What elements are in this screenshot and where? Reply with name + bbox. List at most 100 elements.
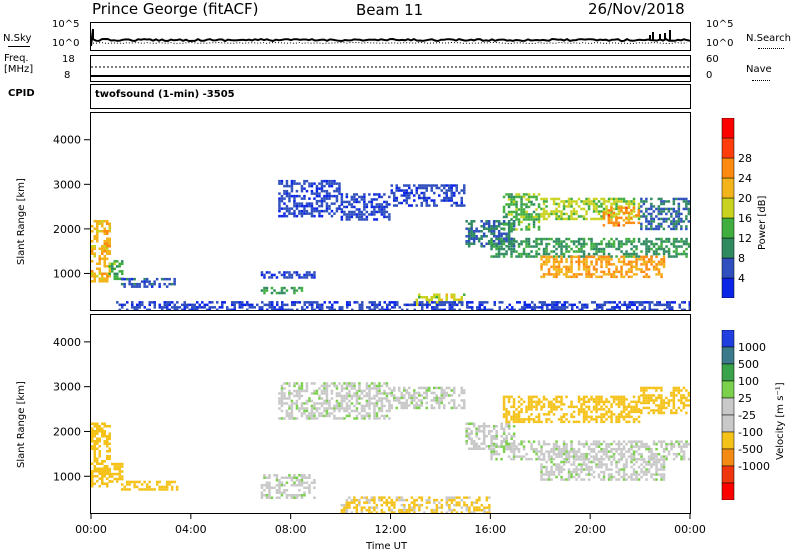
heatmap-cell	[680, 396, 683, 400]
heatmap-cell	[612, 455, 616, 458]
heatmap-cell	[435, 296, 438, 299]
heatmap-cell	[680, 394, 683, 397]
heatmap-cell	[288, 273, 291, 277]
heatmap-cell	[91, 252, 94, 255]
heatmap-cell	[348, 404, 351, 408]
heatmap-cell	[393, 506, 396, 509]
heatmap-cell	[263, 276, 266, 279]
heatmap-cell	[91, 432, 94, 435]
heatmap-cell	[675, 455, 678, 458]
heatmap-cell	[108, 455, 111, 458]
heatmap-cell	[98, 430, 101, 433]
heatmap-cell	[467, 240, 471, 243]
heatmap-cell	[540, 465, 543, 469]
heatmap-cell	[467, 222, 471, 225]
heatmap-cell	[626, 303, 629, 307]
heatmap-cell	[368, 193, 371, 196]
heatmap-cell	[520, 398, 523, 401]
heatmap-cell	[500, 240, 503, 243]
heatmap-cell	[542, 237, 546, 241]
heatmap-cell	[476, 306, 479, 309]
freq-unit: [MHz]	[4, 64, 34, 75]
heatmap-cell	[542, 405, 546, 409]
heatmap-cell	[135, 282, 139, 286]
heatmap-cell	[645, 463, 648, 466]
heatmap-cell	[530, 403, 533, 406]
heatmap-cell	[497, 230, 501, 233]
heatmap-cell	[565, 247, 568, 251]
heatmap-cell	[91, 272, 94, 275]
heatmap-cell	[612, 197, 616, 201]
heatmap-cell	[682, 450, 686, 453]
heatmap-cell	[495, 425, 498, 428]
heatmap-cell	[450, 389, 453, 392]
heatmap-cell	[502, 228, 506, 231]
heatmap-cell	[660, 200, 663, 203]
heatmap-cell	[153, 303, 156, 307]
heatmap-cell	[687, 245, 690, 248]
heatmap-cell	[408, 404, 411, 407]
heatmap-cell	[557, 263, 561, 266]
heatmap-cell	[440, 298, 443, 301]
heatmap-cell	[413, 508, 416, 512]
heatmap-cell	[487, 445, 491, 448]
heatmap-cell	[635, 470, 638, 474]
heatmap-cell	[640, 200, 643, 203]
heatmap-cell	[627, 255, 631, 258]
heatmap-cell	[475, 447, 478, 450]
heatmap-cell	[675, 245, 678, 248]
heatmap-cell	[657, 210, 661, 213]
heatmap-cell	[625, 242, 628, 246]
heatmap-cell	[637, 415, 641, 419]
heatmap-cell	[365, 394, 369, 398]
heatmap-cell	[557, 470, 561, 474]
heatmap-cell	[517, 395, 521, 399]
heatmap-cell	[355, 417, 359, 420]
heatmap-cell	[335, 404, 339, 408]
heatmap-cell	[572, 420, 576, 424]
heatmap-cell	[582, 400, 586, 404]
heatmap-cell	[148, 480, 151, 484]
heatmap-cell	[423, 396, 426, 400]
heatmap-cell	[512, 228, 516, 231]
heatmap-cell	[278, 204, 281, 208]
heatmap-cell	[405, 404, 408, 407]
heatmap-cell	[557, 405, 561, 409]
heatmap-cell	[490, 255, 493, 258]
heatmap-cell	[471, 301, 474, 304]
heatmap-cell	[380, 407, 384, 410]
velocity-colorbar-swatch	[721, 380, 735, 399]
heatmap-cell	[370, 200, 374, 204]
heatmap-cell	[532, 223, 536, 226]
heatmap-cell	[635, 473, 638, 476]
heatmap-cell	[560, 217, 563, 221]
heatmap-cell	[517, 255, 521, 258]
heatmap-cell	[607, 410, 611, 414]
heatmap-cell	[685, 399, 688, 402]
heatmap-cell	[303, 308, 306, 310]
heatmap-cell	[490, 445, 493, 448]
heatmap-cell	[390, 191, 393, 195]
heatmap-cell	[453, 191, 456, 195]
heatmap-cell	[440, 396, 443, 400]
heatmap-cell	[617, 445, 621, 448]
heatmap-cell	[505, 420, 508, 424]
heatmap-cell	[577, 440, 581, 443]
heatmap-cell	[602, 470, 606, 474]
heatmap-cell	[615, 420, 618, 424]
heatmap-cell	[482, 245, 486, 248]
heatmap-cell	[593, 301, 596, 304]
heatmap-cell	[486, 308, 489, 310]
heatmap-cell	[128, 280, 131, 283]
heatmap-cell	[358, 389, 361, 393]
heatmap-cell	[293, 417, 296, 420]
heatmap-cell	[563, 306, 566, 309]
heatmap-cell	[512, 405, 516, 409]
heatmap-cell	[463, 503, 466, 507]
heatmap-cell	[545, 212, 548, 216]
heatmap-cell	[120, 488, 124, 491]
heatmap-cell	[91, 485, 94, 488]
heatmap-cell	[660, 442, 663, 446]
heatmap-cell	[672, 217, 676, 221]
heatmap-cell	[627, 268, 631, 271]
